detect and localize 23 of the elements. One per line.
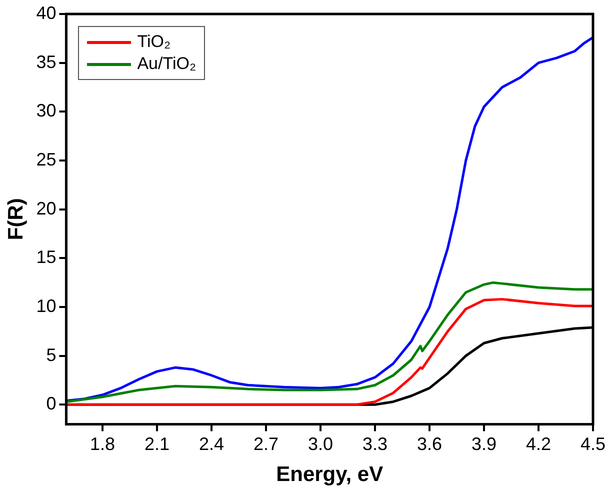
y-tick-label: 0 <box>46 394 56 414</box>
x-tick-label: 2.4 <box>199 434 224 454</box>
x-tick-label: 1.8 <box>90 434 116 454</box>
y-tick-label: 20 <box>36 198 56 218</box>
x-tick-label: 3.3 <box>362 434 388 454</box>
y-tick-label: 15 <box>36 247 56 268</box>
y-tick-label: 35 <box>36 52 56 72</box>
legend-label: Au/TiO₂ <box>137 53 196 75</box>
x-tick-label: 3.0 <box>308 434 334 454</box>
x-tick-label: 3.6 <box>417 434 442 454</box>
y-axis-title: F(R) <box>4 198 28 240</box>
legend-label: TiO₂ <box>137 31 171 53</box>
y-tick-label: 10 <box>36 296 56 316</box>
y-tick-label: 5 <box>46 344 56 365</box>
x-tick-label: 2.7 <box>254 434 279 454</box>
x-tick-label: 2.1 <box>144 434 170 454</box>
x-tick-label: 4.5 <box>580 434 606 454</box>
x-tick-label: 4.2 <box>526 434 552 454</box>
x-tick-label: 3.9 <box>471 434 497 454</box>
y-tick-label: 30 <box>36 100 56 121</box>
y-tick-label: 40 <box>36 2 56 23</box>
x-axis-title: Energy, eV <box>276 463 384 486</box>
y-tick-label: 25 <box>36 149 56 170</box>
